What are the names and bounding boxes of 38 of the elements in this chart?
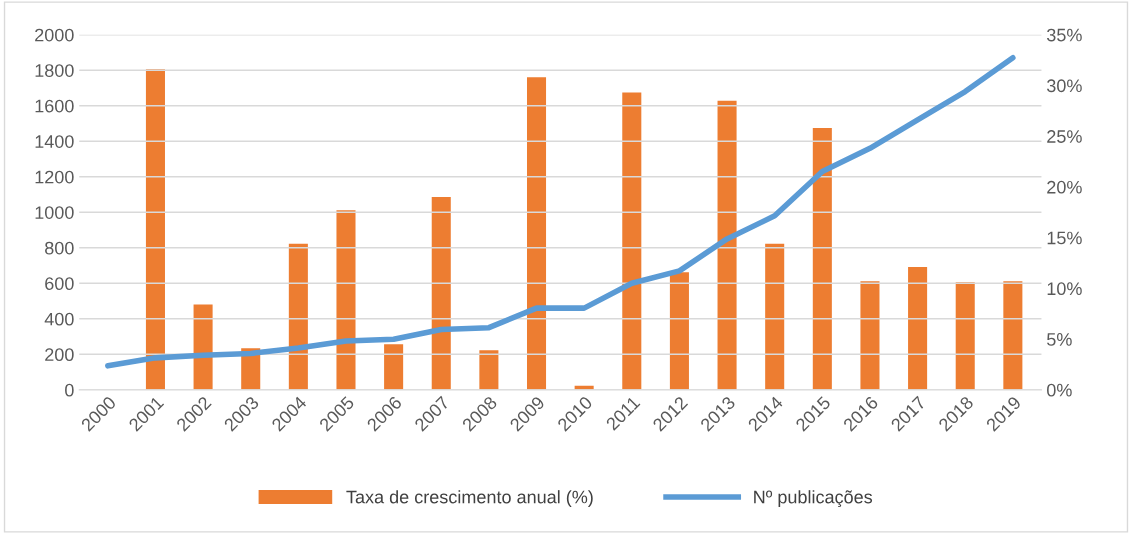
bar (145, 69, 165, 390)
y-tick-label: 600 (45, 277, 74, 291)
bar (193, 304, 213, 390)
bar (860, 281, 880, 390)
y-tick-label: 1200 (35, 170, 74, 184)
y2-tick-label: 25% (1047, 130, 1082, 143)
bar (336, 210, 356, 390)
bar (908, 267, 928, 390)
y-tick-label: 200 (45, 348, 74, 362)
y-tick-label: 0 (65, 383, 74, 397)
y-tick-label: 1000 (35, 206, 74, 219)
y-tick-label: 400 (44, 312, 74, 326)
y2-tick-label: 10% (1047, 282, 1082, 296)
bar (431, 197, 451, 390)
bar (479, 350, 499, 390)
bar (384, 344, 404, 390)
bar (669, 272, 689, 390)
y2-tick-label: 20% (1047, 180, 1082, 194)
y2-tick-label: 35% (1046, 28, 1082, 42)
bar (765, 243, 785, 390)
y-tick-label: 1600 (35, 99, 74, 113)
y-tick-label: 2000 (35, 28, 74, 42)
bar (622, 92, 642, 390)
bar (1003, 281, 1023, 390)
bar (812, 128, 832, 390)
legend-label: Nº publicações (754, 490, 873, 508)
y-tick-label: 800 (45, 241, 74, 255)
y-tick-label: 1800 (35, 64, 74, 77)
y2-tick-label: 0% (1047, 383, 1072, 397)
y2-tick-label: 5% (1047, 333, 1072, 346)
bar (955, 282, 975, 390)
y2-tick-label: 15% (1047, 231, 1082, 245)
y-tick-label: 1400 (35, 135, 74, 148)
legend-label: Taxa de crescimento anual (%) (346, 490, 593, 507)
bar (288, 243, 308, 390)
y2-tick-label: 30% (1046, 79, 1082, 93)
bar (527, 77, 547, 390)
bar (717, 100, 737, 390)
